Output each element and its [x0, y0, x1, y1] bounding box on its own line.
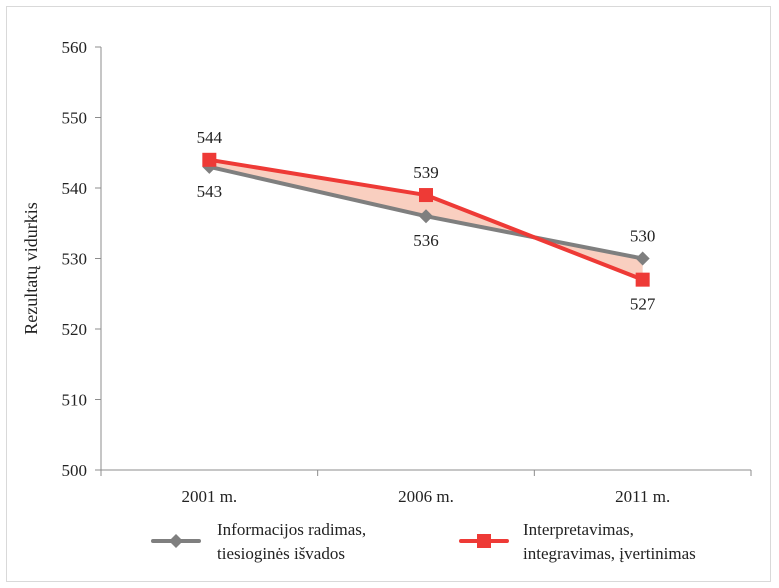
series-2-point: [202, 152, 217, 167]
data-label: 536: [413, 231, 439, 250]
y-tick-label: 560: [62, 38, 88, 57]
data-label: 527: [630, 295, 656, 314]
data-labels: 543 536 530 544 539 527: [197, 128, 656, 314]
legend-label: Informacijos radimas,: [217, 520, 366, 539]
series-layer: [202, 152, 650, 287]
line-chart: 500 510 520 530 540 550 560 2001 m. 2006 m. 2011 …: [21, 38, 752, 563]
data-label: 539: [413, 163, 439, 182]
data-label: 543: [197, 182, 223, 201]
x-tick-label: 2011 m.: [615, 487, 670, 506]
y-tick-label: 510: [62, 391, 88, 410]
x-tick-label: 2001 m.: [181, 487, 237, 506]
legend-marker-1: [169, 534, 183, 548]
legend: Informacijos radimas, tiesioginės išvados…: [151, 520, 696, 563]
tick-labels: 500 510 520 530 540 550 560 2001 m. 2006 m. 2011 …: [62, 38, 671, 506]
y-tick-label: 550: [62, 109, 88, 128]
y-tick-label: 540: [62, 179, 88, 198]
legend-label: integravimas, įvertinimas: [523, 544, 696, 563]
data-label: 544: [197, 128, 223, 147]
y-axis-title: Rezultatų vidurkis: [21, 202, 41, 334]
y-tick-label: 500: [62, 461, 88, 480]
y-tick-label: 530: [62, 250, 88, 269]
axes: [95, 46, 752, 476]
legend-label: Interpretavimas,: [523, 520, 634, 539]
series-2-point: [635, 272, 650, 287]
legend-label: tiesioginės išvados: [217, 544, 345, 563]
series-2-point: [419, 188, 433, 203]
data-label: 530: [630, 227, 656, 246]
series-1-point: [635, 251, 650, 266]
chart-frame: 500 510 520 530 540 550 560 2001 m. 2006 m. 2011 …: [6, 6, 771, 582]
legend-marker-2: [477, 534, 491, 548]
x-tick-label: 2006 m.: [398, 487, 454, 506]
series-1-point: [419, 209, 433, 224]
y-tick-label: 520: [62, 320, 88, 339]
